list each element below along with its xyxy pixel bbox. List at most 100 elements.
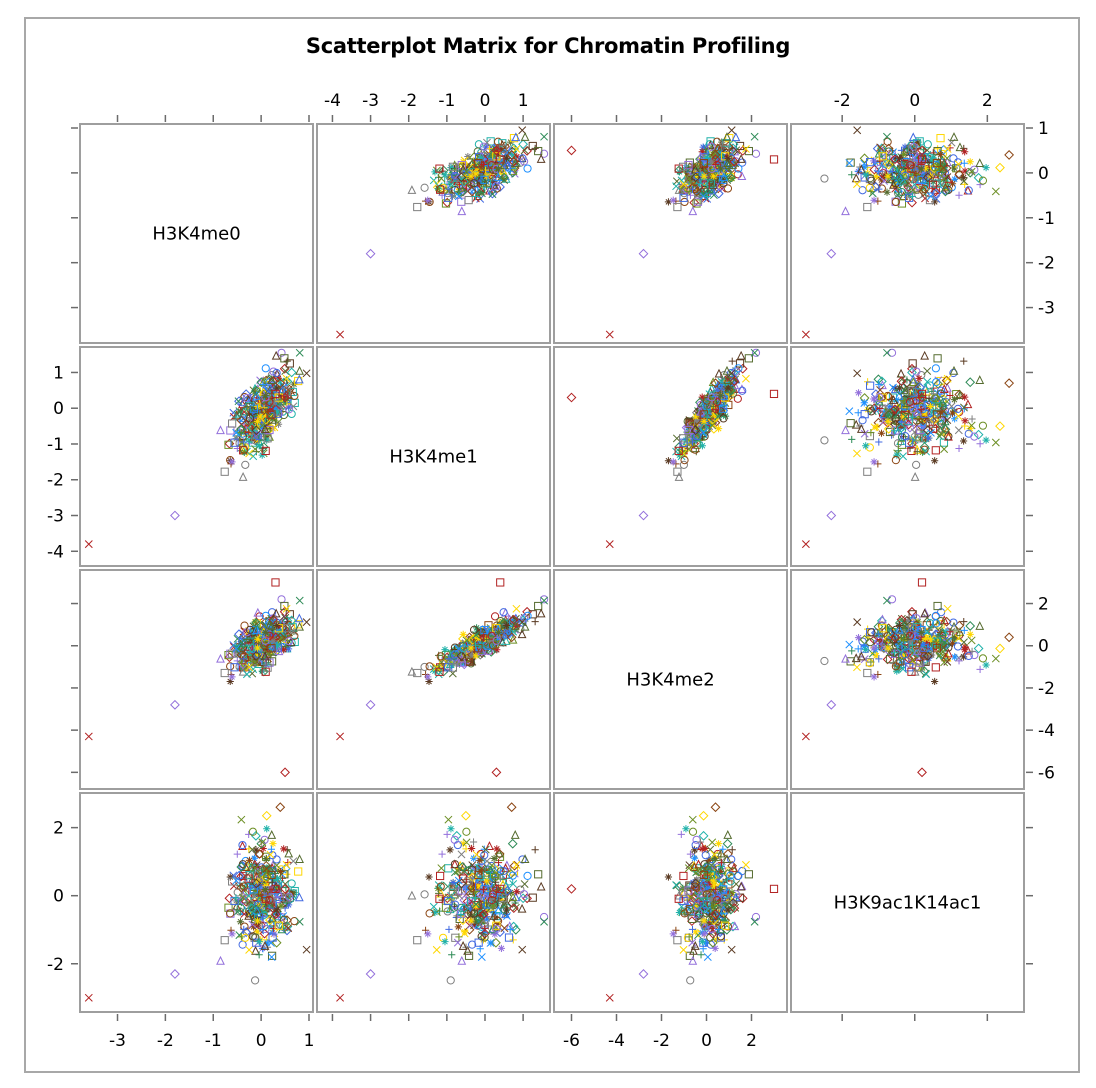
data-point xyxy=(420,890,429,899)
data-point xyxy=(458,941,468,950)
data-point xyxy=(672,447,681,456)
data-point xyxy=(494,165,503,173)
data-point xyxy=(413,936,422,945)
data-point xyxy=(713,382,724,393)
data-point xyxy=(531,846,539,854)
data-point xyxy=(965,377,976,388)
data-point xyxy=(903,145,911,153)
data-point xyxy=(470,864,478,872)
data-point xyxy=(494,859,503,867)
data-point xyxy=(267,644,276,653)
data-point xyxy=(708,421,717,430)
data-point xyxy=(891,662,900,671)
data-point xyxy=(251,933,260,942)
data-point xyxy=(888,167,896,176)
data-point xyxy=(279,915,289,924)
data-point xyxy=(459,176,469,187)
data-point xyxy=(236,882,247,893)
data-point xyxy=(245,663,254,672)
data-point xyxy=(236,424,247,435)
data-point xyxy=(520,854,530,864)
data-point xyxy=(912,623,922,632)
data-point xyxy=(268,851,277,860)
data-point xyxy=(875,185,883,193)
data-point xyxy=(884,644,892,652)
data-point xyxy=(960,618,968,626)
data-point xyxy=(265,619,275,629)
data-point xyxy=(518,139,529,150)
data-point xyxy=(920,154,930,163)
data-point xyxy=(674,185,684,194)
data-point xyxy=(438,850,446,858)
x-tick-label-top: -1 xyxy=(438,91,455,111)
data-point xyxy=(274,374,282,383)
data-point xyxy=(435,889,443,898)
data-point xyxy=(943,657,952,666)
data-point xyxy=(224,893,235,904)
data-point xyxy=(703,153,711,162)
data-point xyxy=(263,825,271,833)
data-point xyxy=(507,888,515,897)
data-point xyxy=(262,426,272,437)
data-point xyxy=(841,425,850,435)
data-point xyxy=(717,165,725,173)
data-point xyxy=(243,635,251,643)
data-point xyxy=(240,655,248,663)
data-point xyxy=(407,185,417,194)
data-point xyxy=(967,636,976,645)
data-point xyxy=(698,442,707,450)
data-point xyxy=(724,384,732,392)
data-point xyxy=(294,374,304,384)
data-point xyxy=(234,397,243,406)
data-point xyxy=(493,916,503,926)
data-point xyxy=(280,767,290,778)
data-point xyxy=(1004,632,1015,643)
data-point xyxy=(238,841,247,850)
data-point xyxy=(232,894,240,902)
data-point xyxy=(949,621,959,631)
data-point xyxy=(982,164,990,172)
data-point xyxy=(900,652,908,660)
data-point xyxy=(698,830,709,841)
data-point xyxy=(481,845,490,854)
data-point xyxy=(736,154,746,163)
data-point xyxy=(295,348,304,357)
data-point xyxy=(917,389,927,399)
data-point xyxy=(961,417,969,425)
data-point xyxy=(679,184,687,193)
data-point xyxy=(960,403,968,412)
data-point xyxy=(261,885,269,894)
data-point xyxy=(444,896,453,906)
data-point xyxy=(492,924,501,934)
data-point xyxy=(510,158,520,168)
data-point xyxy=(444,193,453,202)
data-point xyxy=(896,657,905,666)
data-point xyxy=(487,895,495,903)
data-point xyxy=(893,667,901,675)
data-point xyxy=(928,169,936,177)
data-point xyxy=(268,933,277,942)
data-point xyxy=(509,150,518,159)
points-h3k4me0-vs-h3k4me2 xyxy=(566,126,779,339)
data-point xyxy=(265,658,274,667)
data-point xyxy=(488,178,497,186)
data-point xyxy=(893,451,901,459)
data-point xyxy=(506,802,517,813)
data-point xyxy=(673,202,682,212)
panel-border xyxy=(790,346,1025,567)
data-point xyxy=(437,864,446,873)
data-point xyxy=(865,443,874,452)
data-point xyxy=(897,375,906,384)
data-point xyxy=(932,644,941,653)
data-point xyxy=(691,445,700,454)
data-point xyxy=(727,368,736,378)
data-point xyxy=(477,953,486,962)
data-point xyxy=(460,156,469,165)
data-point xyxy=(491,872,500,881)
data-point xyxy=(707,164,716,173)
data-point xyxy=(729,376,740,387)
x-tick-label-top: -2 xyxy=(400,91,417,111)
data-point xyxy=(290,916,299,926)
data-point xyxy=(228,673,236,681)
data-point xyxy=(721,924,732,935)
